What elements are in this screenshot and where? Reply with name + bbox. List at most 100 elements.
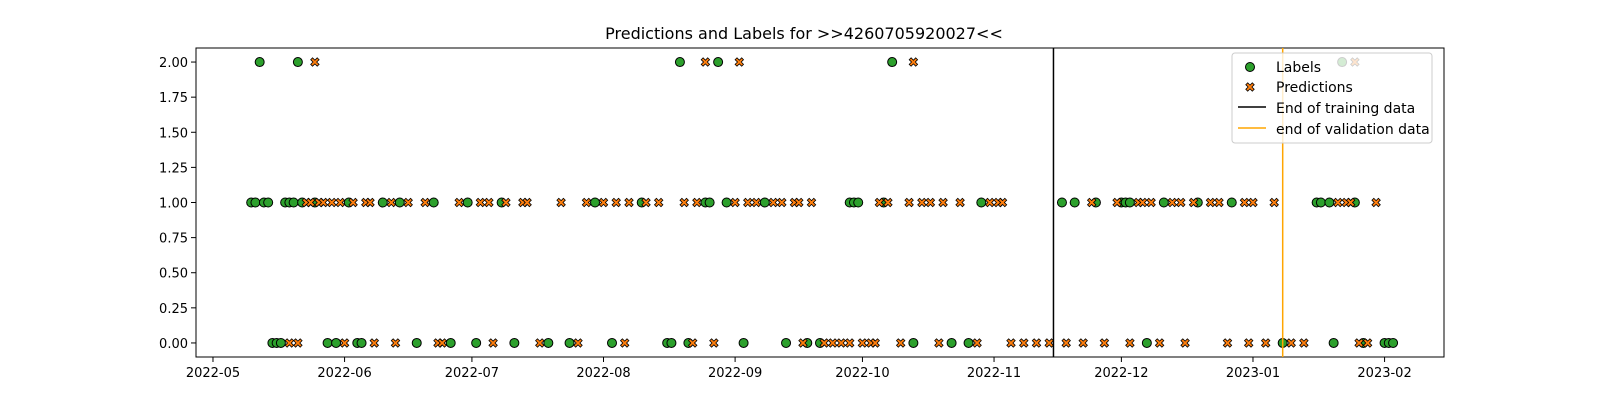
prediction-point [1299, 338, 1309, 348]
label-point [781, 337, 792, 348]
label-point [666, 337, 677, 348]
label-point [1388, 337, 1399, 348]
x-tick-label: 2022-12 [1094, 366, 1148, 381]
label-point [509, 337, 520, 348]
prediction-point [692, 197, 702, 208]
prediction-point [934, 338, 944, 348]
legend-predictions-marker [1245, 82, 1255, 92]
label-point [356, 337, 367, 348]
prediction-point [997, 197, 1008, 208]
prediction-point [679, 197, 689, 208]
label-point [674, 57, 685, 68]
x-tick-label: 2022-09 [708, 366, 762, 381]
prediction-point [1214, 197, 1224, 208]
prediction-point [535, 338, 545, 348]
prediction-point [1019, 338, 1029, 348]
prediction-point [844, 338, 855, 348]
label-point [254, 57, 265, 68]
prediction-point [641, 197, 651, 208]
prediction-point [687, 338, 698, 348]
label-point [331, 337, 342, 348]
prediction-point [870, 338, 880, 348]
y-tick-label: 1.50 [159, 126, 188, 141]
prediction-point [348, 197, 358, 208]
x-tick-label: 2022-10 [835, 366, 889, 381]
legend-labels-marker [1245, 62, 1255, 72]
prediction-point [1222, 338, 1233, 348]
y-tick-label: 2.00 [159, 56, 188, 71]
legend-frame [1231, 52, 1433, 144]
label-point [564, 337, 575, 348]
label-point [1328, 337, 1339, 348]
prediction-point [501, 197, 511, 208]
prediction-point [1362, 338, 1373, 348]
label-point [713, 57, 724, 68]
label-point [428, 197, 439, 208]
prediction-point [653, 197, 664, 208]
prediction-point [454, 197, 464, 208]
prediction-point [1371, 197, 1381, 208]
label-point [1315, 197, 1326, 208]
prediction-point [598, 197, 609, 208]
prediction-point [955, 197, 965, 208]
y-tick-label: 1.25 [159, 161, 188, 176]
prediction-point [883, 197, 893, 208]
label-point [887, 57, 898, 68]
prediction-point [437, 338, 447, 348]
label-point [1226, 197, 1237, 208]
prediction-point [619, 338, 630, 348]
label-point [1141, 337, 1152, 348]
legend: Labels Predictions End of training data … [1231, 52, 1433, 144]
prediction-point [734, 57, 745, 67]
label-point [946, 337, 957, 348]
label-point [704, 197, 715, 208]
prediction-point [904, 197, 914, 208]
y-tick-label: 1.00 [159, 197, 188, 212]
prediction-point [293, 338, 303, 348]
prediction-point [730, 197, 740, 208]
prediction-point [581, 197, 592, 208]
x-tick-label: 2022-06 [317, 366, 371, 381]
prediction-point [895, 338, 906, 348]
label-point [759, 197, 770, 208]
y-tick-label: 0.50 [159, 267, 188, 282]
prediction-point [1154, 338, 1165, 348]
label-point [1056, 197, 1067, 208]
prediction-point [1260, 338, 1271, 348]
prediction-point [390, 338, 401, 348]
x-tick-label: 2023-02 [1357, 366, 1411, 381]
prediction-point [794, 197, 804, 208]
x-tick-label: 2022-07 [445, 366, 499, 381]
prediction-point [624, 197, 634, 208]
prediction-point [420, 197, 430, 208]
prediction-point [310, 57, 320, 67]
label-point [445, 337, 456, 348]
label-point [738, 337, 749, 348]
label-point [976, 197, 987, 208]
label-point [275, 337, 286, 348]
label-point [462, 197, 473, 208]
label-point [1158, 197, 1169, 208]
prediction-point [522, 197, 532, 208]
label-point [963, 337, 974, 348]
prediction-point [1061, 338, 1071, 348]
legend-labels-label: Labels [1276, 60, 1321, 76]
y-tick-label: 0.25 [159, 302, 188, 317]
prediction-point [908, 57, 919, 67]
prediction-point [1125, 338, 1135, 348]
x-tick-label: 2022-08 [576, 366, 630, 381]
prediction-point [1112, 197, 1122, 208]
label-point [1124, 197, 1135, 208]
label-point [250, 197, 261, 208]
label-point [908, 337, 919, 348]
x-tick-label: 2022-05 [186, 366, 240, 381]
label-point [1324, 197, 1335, 208]
prediction-point [556, 197, 566, 208]
prediction-point [1243, 338, 1254, 348]
label-point [721, 197, 732, 208]
prediction-point [573, 338, 583, 348]
prediction-point [335, 197, 346, 208]
label-point [322, 337, 333, 348]
legend-predictions-label: Predictions [1276, 80, 1353, 96]
prediction-point [798, 338, 808, 348]
